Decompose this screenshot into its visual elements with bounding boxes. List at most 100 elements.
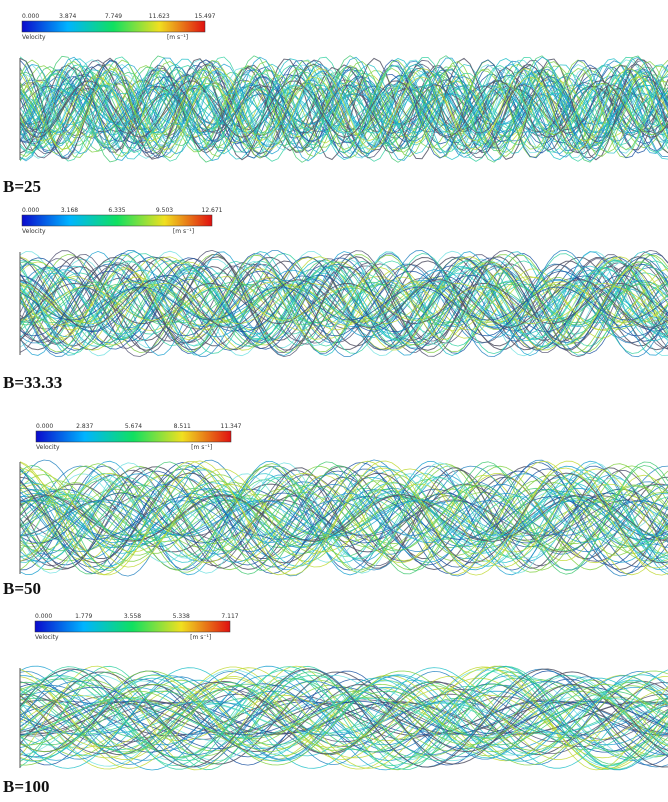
streamline <box>20 459 668 577</box>
streamline <box>20 266 668 341</box>
streamline <box>20 688 668 748</box>
streamline <box>20 683 668 753</box>
streamline <box>20 473 668 563</box>
colorbar-unit: [m s⁻¹] <box>173 228 194 235</box>
streamline <box>20 484 668 552</box>
case-label: B=33.33 <box>3 373 62 392</box>
streamline <box>20 80 668 138</box>
streamline <box>20 58 668 161</box>
streamline <box>20 286 668 321</box>
streamline <box>20 252 668 355</box>
streamline <box>20 488 668 548</box>
colorbar-tick-label: 8.511 <box>174 423 191 430</box>
streamline <box>20 496 668 540</box>
streamline <box>20 683 668 753</box>
colorbar-tick-label: 0.000 <box>22 13 39 20</box>
streamline <box>20 683 668 753</box>
streamline <box>20 260 668 347</box>
streamline <box>20 252 668 355</box>
streamline <box>20 700 668 735</box>
colorbar-tick-label: 0.000 <box>36 423 53 430</box>
streamline <box>20 84 668 134</box>
streamline <box>20 492 668 544</box>
streamline <box>20 484 668 552</box>
streamline <box>20 269 668 338</box>
streamline <box>20 261 668 346</box>
streamline <box>20 668 668 768</box>
streamline <box>20 66 668 152</box>
colorbar-tick-label: 11.623 <box>149 13 170 20</box>
streamline <box>20 485 668 551</box>
streamline <box>20 676 668 760</box>
streamline <box>20 670 668 766</box>
streamline <box>20 681 668 755</box>
streamline <box>20 472 668 564</box>
streamline <box>20 262 668 345</box>
streamline <box>20 85 668 133</box>
streamline <box>20 282 668 325</box>
streamline <box>20 500 668 536</box>
streamline <box>20 700 668 736</box>
streamline <box>20 666 668 770</box>
streamline <box>20 259 668 348</box>
streamline <box>20 257 668 350</box>
streamline <box>20 460 668 576</box>
streamline <box>20 469 668 567</box>
streamline <box>20 274 668 333</box>
colorbar-tick-label: 0.000 <box>35 613 52 620</box>
streamlines <box>20 249 668 358</box>
streamline <box>20 82 668 136</box>
colorbar-tick-label: 3.168 <box>61 207 78 214</box>
streamline <box>20 75 668 143</box>
streamlines <box>20 665 668 771</box>
streamline <box>20 693 668 743</box>
streamline <box>20 499 668 537</box>
streamline <box>20 468 668 568</box>
colorbar-tick-label: 2.837 <box>76 423 93 430</box>
streamline <box>20 702 668 734</box>
panel: 0.000 2.837 5.674 8.511 11.347 Velocity [m s⁻¹… <box>3 423 668 598</box>
streamline <box>20 467 668 569</box>
streamline <box>20 476 668 560</box>
streamline <box>20 85 668 133</box>
streamline <box>20 67 668 151</box>
streamline <box>20 480 668 556</box>
colorbar-tick-label: 0.000 <box>22 207 39 214</box>
streamline <box>20 61 668 157</box>
colorbar-tick-label: 3.558 <box>124 613 141 620</box>
colorbar-tick-label: 7.117 <box>221 613 238 620</box>
colorbar-tick-label: 7.749 <box>105 13 122 20</box>
streamline <box>20 261 668 346</box>
colorbar-unit: [m s⁻¹] <box>190 634 211 641</box>
streamline <box>20 286 668 321</box>
streamline <box>20 272 668 335</box>
colorbar <box>21 20 206 33</box>
streamline <box>20 56 668 162</box>
streamline <box>20 681 668 755</box>
streamline <box>20 494 668 542</box>
streamline <box>20 477 668 559</box>
streamline <box>20 690 668 746</box>
streamline <box>20 260 668 347</box>
streamline <box>20 76 668 142</box>
colorbar <box>35 430 232 443</box>
colorbar-tick-label: 5.338 <box>173 613 190 620</box>
streamline <box>20 690 668 746</box>
streamline <box>20 483 668 553</box>
case-label: B=50 <box>3 579 41 598</box>
streamline <box>20 279 668 328</box>
colorbar-unit: [m s⁻¹] <box>167 34 188 41</box>
streamline <box>20 465 668 571</box>
streamline <box>20 679 668 757</box>
streamline <box>20 88 668 130</box>
colorbar-quantity: Velocity <box>36 444 60 451</box>
streamline <box>20 668 668 768</box>
streamline <box>20 666 668 770</box>
streamlines <box>20 459 668 577</box>
streamline <box>20 55 668 163</box>
streamline <box>20 265 668 342</box>
colorbar-tick-label: 9.503 <box>156 207 173 214</box>
case-label: B=25 <box>3 177 41 196</box>
streamline <box>20 674 668 762</box>
